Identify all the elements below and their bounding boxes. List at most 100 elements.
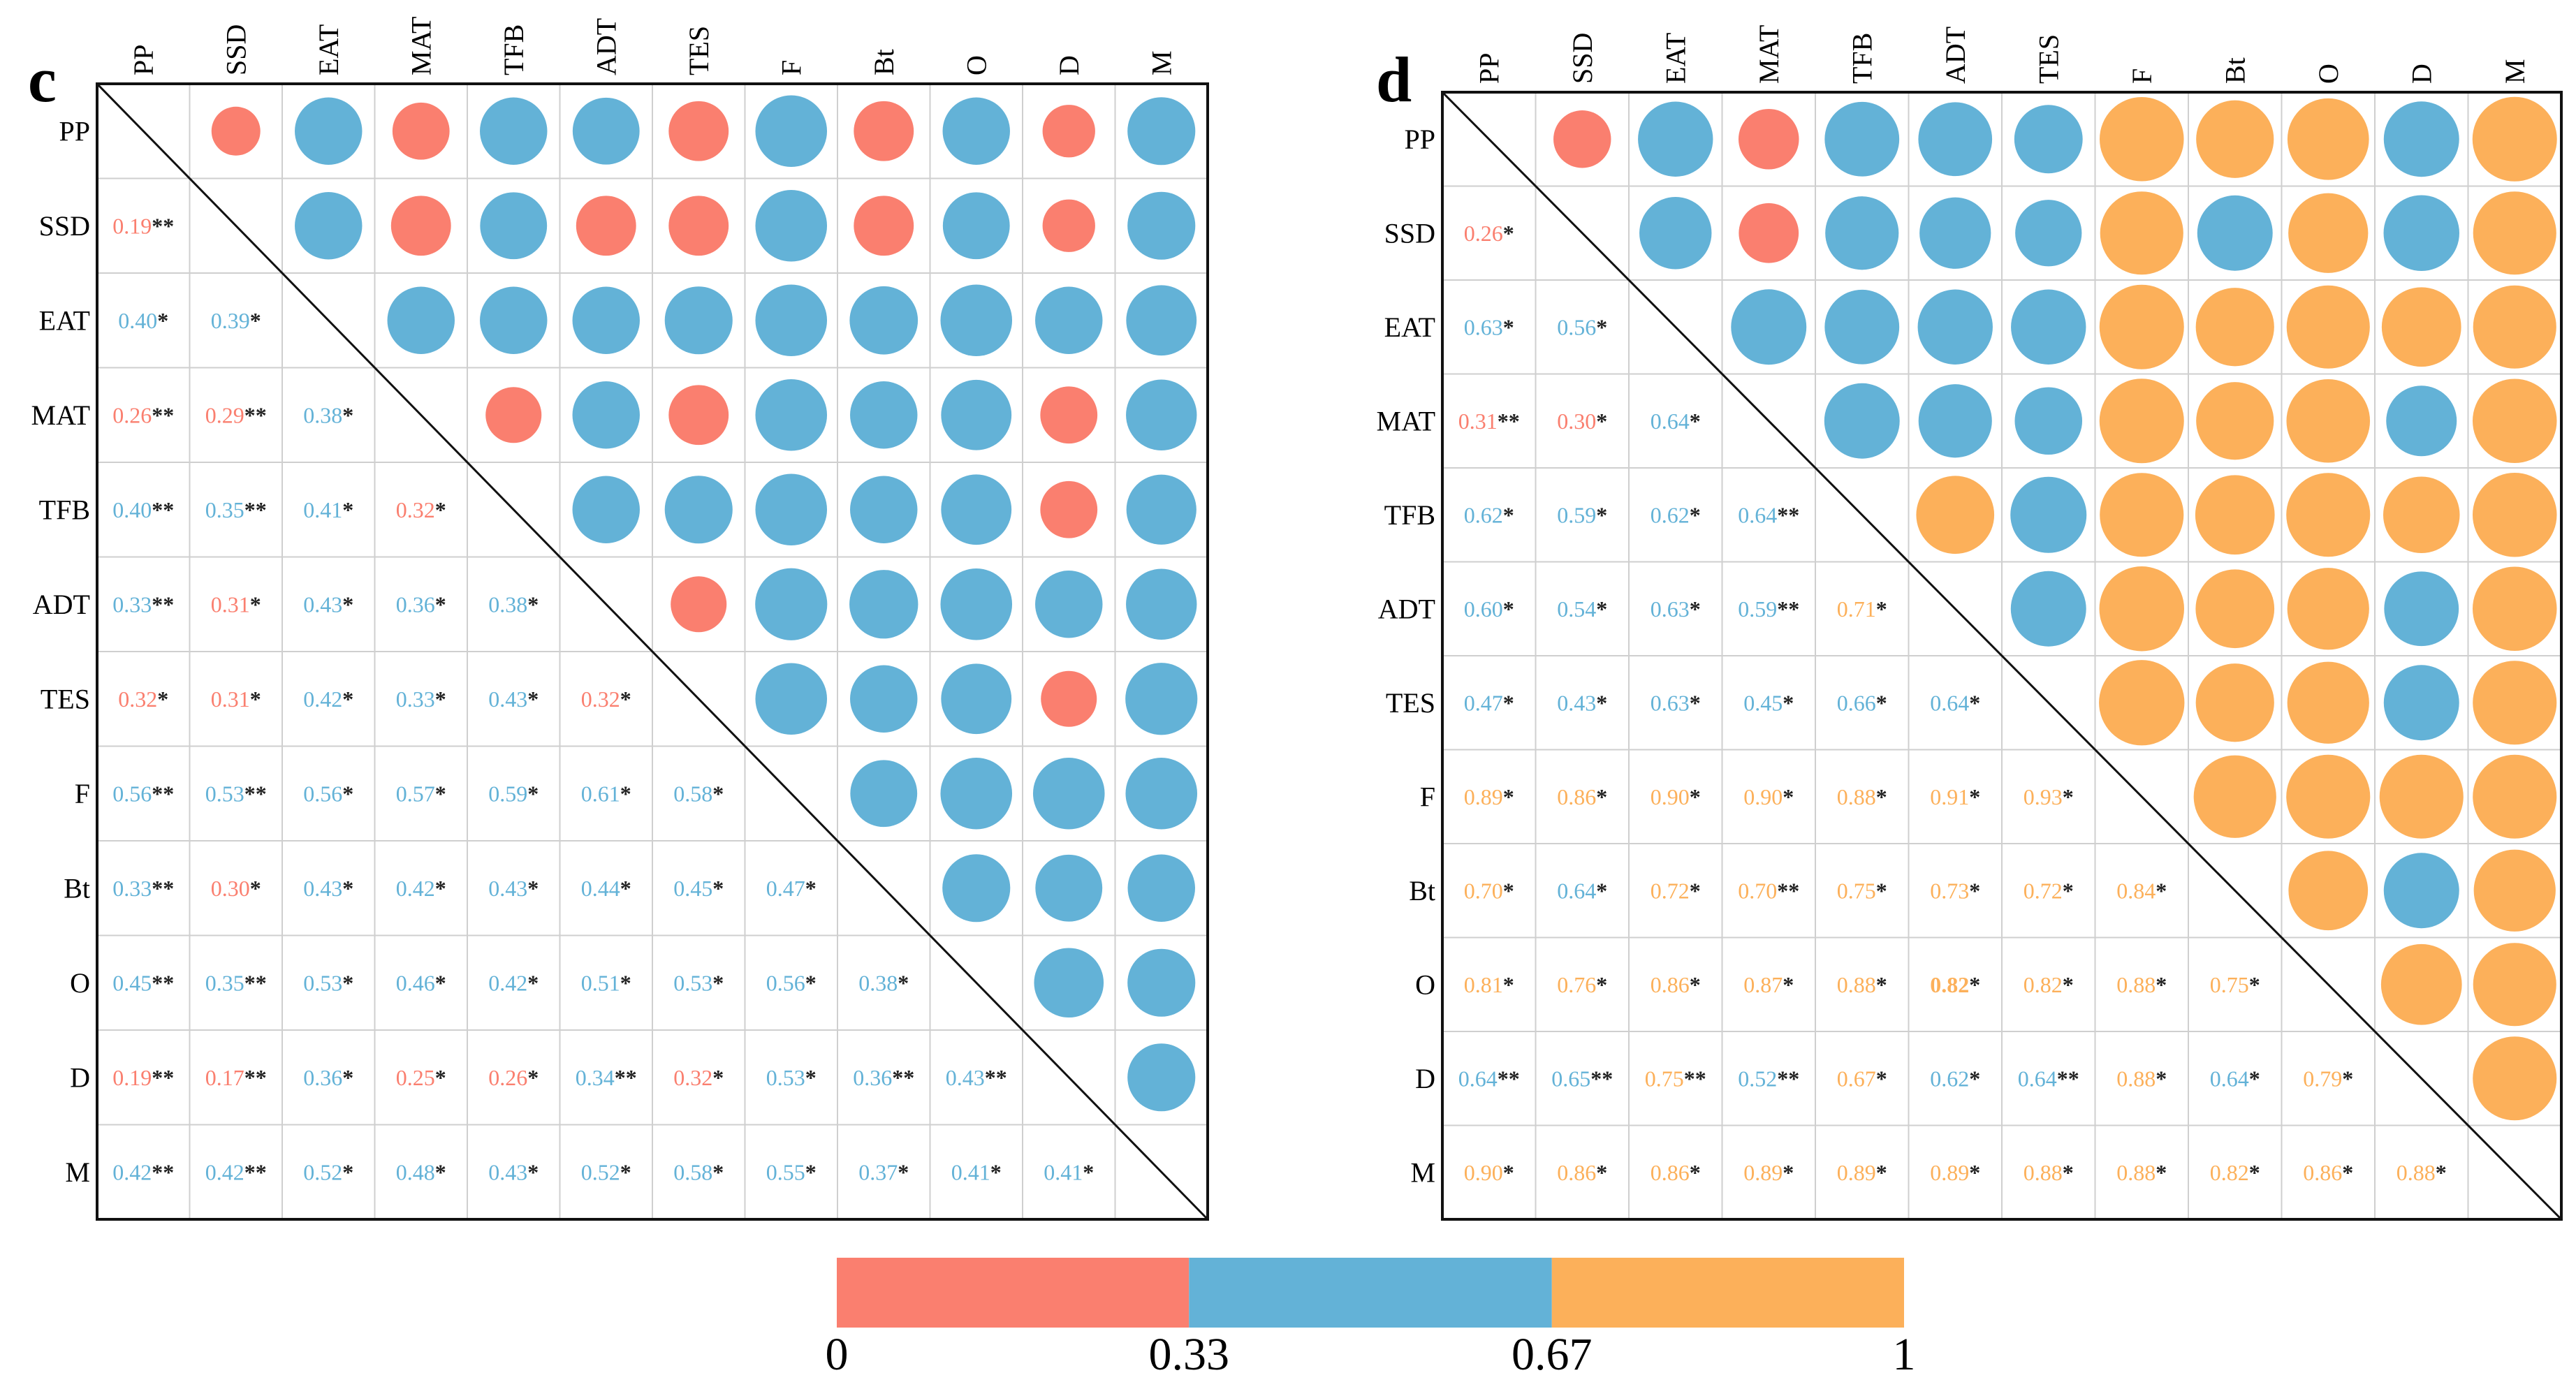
correlation-circle-ssd-tes	[668, 196, 729, 256]
coefficient-label-m-tes: 0.88*	[2024, 1160, 2074, 1185]
coefficient-label-o-f: 0.56*	[766, 970, 817, 995]
correlation-circle-mat-tfb	[485, 387, 542, 443]
coefficient-label-m-adt: 0.89*	[1930, 1160, 1980, 1185]
correlation-circle-mat-bt	[2196, 382, 2274, 460]
correlation-circle-tes-o	[941, 663, 1012, 735]
coefficient-label-adt-tfb: 0.71*	[1837, 596, 1887, 622]
coefficient-label-o-mat: 0.87*	[1743, 972, 1794, 997]
correlation-circle-tfb-tes	[664, 476, 733, 544]
column-label-tfb: TFB	[498, 24, 529, 75]
correlation-circle-eat-f	[755, 284, 828, 357]
correlation-circle-mat-tfb	[1824, 383, 1900, 459]
correlation-circle-o-m	[1127, 948, 1196, 1017]
coefficient-label-m-eat: 0.52*	[303, 1159, 353, 1184]
coefficient-label-m-adt: 0.52*	[581, 1159, 631, 1184]
correlation-circle-bt-d	[2383, 853, 2459, 929]
coefficient-label-d-ssd: 0.65**	[1551, 1066, 1613, 1091]
coefficient-label-tes-eat: 0.42*	[303, 686, 353, 712]
correlation-circle-pp-o	[942, 97, 1010, 165]
coefficient-label-o-mat: 0.46*	[396, 970, 446, 995]
row-label-tfb: TFB	[39, 494, 90, 525]
correlation-circle-ssd-eat	[295, 192, 363, 260]
correlation-circle-eat-bt	[2195, 288, 2274, 367]
coefficient-label-adt-pp: 0.33**	[112, 592, 174, 617]
coefficient-label-bt-eat: 0.43*	[303, 876, 353, 901]
column-label-tes: TES	[2033, 34, 2064, 84]
correlation-circle-mat-o	[941, 379, 1012, 450]
correlation-circle-mat-f	[2099, 379, 2184, 464]
correlation-circle-f-bt	[2193, 755, 2276, 838]
correlation-circle-f-m	[1125, 757, 1198, 830]
correlation-circle-o-d	[2380, 943, 2462, 1025]
panel-label: c	[28, 44, 57, 115]
column-label-eat: EAT	[313, 24, 344, 75]
coefficient-label-mat-pp: 0.26**	[112, 402, 174, 427]
coefficient-label-o-pp: 0.45**	[112, 970, 174, 995]
correlation-circle-eat-m	[1126, 285, 1197, 356]
column-label-bt: Bt	[2219, 57, 2251, 84]
correlation-circle-d-m	[2473, 1036, 2557, 1121]
correlation-circle-eat-mat	[1731, 289, 1807, 365]
correlation-circle-f-d	[1032, 757, 1105, 830]
coefficient-label-m-tfb: 0.43*	[488, 1159, 539, 1184]
row-label-f: F	[75, 778, 90, 809]
coefficient-label-bt-eat: 0.72*	[1651, 878, 1701, 903]
correlation-circle-d-m	[1127, 1043, 1196, 1112]
coefficient-label-adt-ssd: 0.54*	[1557, 596, 1607, 622]
diagonal-line	[96, 82, 1209, 1221]
colorbar-segment	[1551, 1258, 1904, 1328]
coefficient-label-d-pp: 0.19**	[112, 1065, 174, 1090]
coefficient-label-eat-pp: 0.63*	[1464, 314, 1514, 339]
coefficient-label-o-ssd: 0.76*	[1557, 972, 1607, 997]
correlation-circle-mat-f	[755, 379, 828, 451]
correlation-circle-bt-m	[2473, 849, 2556, 932]
correlation-circle-eat-f	[2099, 284, 2184, 369]
coefficient-label-adt-mat: 0.36*	[396, 592, 446, 617]
coefficient-label-m-f: 0.55*	[766, 1159, 817, 1184]
correlation-circle-eat-d	[2381, 287, 2461, 367]
coefficient-label-tfb-pp: 0.40**	[112, 497, 174, 522]
correlation-circle-ssd-m	[1127, 191, 1196, 260]
coefficient-label-adt-eat: 0.63*	[1651, 596, 1701, 622]
coefficient-label-tes-adt: 0.64*	[1930, 690, 1980, 715]
coefficient-label-m-pp: 0.42**	[112, 1159, 174, 1184]
correlation-circle-pp-d	[1042, 105, 1095, 158]
column-label-tfb: TFB	[1846, 33, 1878, 84]
coefficient-label-m-bt: 0.82*	[2210, 1160, 2260, 1185]
colorbar-segment	[1189, 1258, 1552, 1328]
correlation-circle-tes-f	[755, 663, 828, 735]
correlation-circle-eat-o	[2286, 285, 2370, 369]
coefficient-label-d-f: 0.88*	[2116, 1066, 2167, 1091]
correlation-circle-tfb-d	[2383, 476, 2460, 554]
correlation-circle-eat-tes	[2011, 289, 2086, 365]
coefficient-label-d-eat: 0.75**	[1645, 1066, 1706, 1091]
correlation-circle-ssd-d	[2383, 195, 2459, 271]
column-label-o: O	[2313, 64, 2344, 84]
coefficient-label-f-adt: 0.61*	[581, 781, 631, 806]
coefficient-label-o-tes: 0.82*	[2024, 972, 2074, 997]
correlation-circle-tes-d	[2383, 665, 2459, 741]
correlation-circle-adt-m	[1126, 568, 1197, 640]
coefficient-label-m-mat: 0.48*	[396, 1159, 446, 1184]
column-label-tes: TES	[683, 26, 715, 75]
correlation-circle-tes-o	[2287, 661, 2369, 744]
correlation-circle-pp-bt	[854, 101, 914, 161]
correlation-circle-tes-d	[1041, 670, 1097, 727]
coefficient-label-o-adt: 0.82*	[1930, 972, 1980, 997]
correlation-circle-bt-o	[942, 854, 1011, 923]
correlation-circle-mat-m	[2472, 379, 2557, 464]
coefficient-label-mat-ssd: 0.30*	[1557, 409, 1607, 434]
coefficient-label-bt-pp: 0.33**	[112, 876, 174, 901]
coefficient-label-tes-tfb: 0.66*	[1837, 690, 1887, 715]
coefficient-label-m-bt: 0.37*	[858, 1159, 909, 1184]
correlation-circle-o-m	[2473, 943, 2556, 1027]
row-label-o: O	[70, 967, 90, 999]
coefficient-label-tfb-pp: 0.62*	[1464, 502, 1514, 527]
correlation-circle-ssd-eat	[1639, 197, 1712, 270]
coefficient-label-f-pp: 0.89*	[1464, 784, 1514, 809]
column-label-adt: ADT	[1940, 27, 1971, 84]
correlation-circle-mat-adt	[572, 381, 640, 449]
grid-lines	[97, 84, 1208, 1219]
coefficient-label-d-mat: 0.25*	[396, 1065, 446, 1090]
correlation-circle-pp-tfb	[480, 97, 548, 165]
